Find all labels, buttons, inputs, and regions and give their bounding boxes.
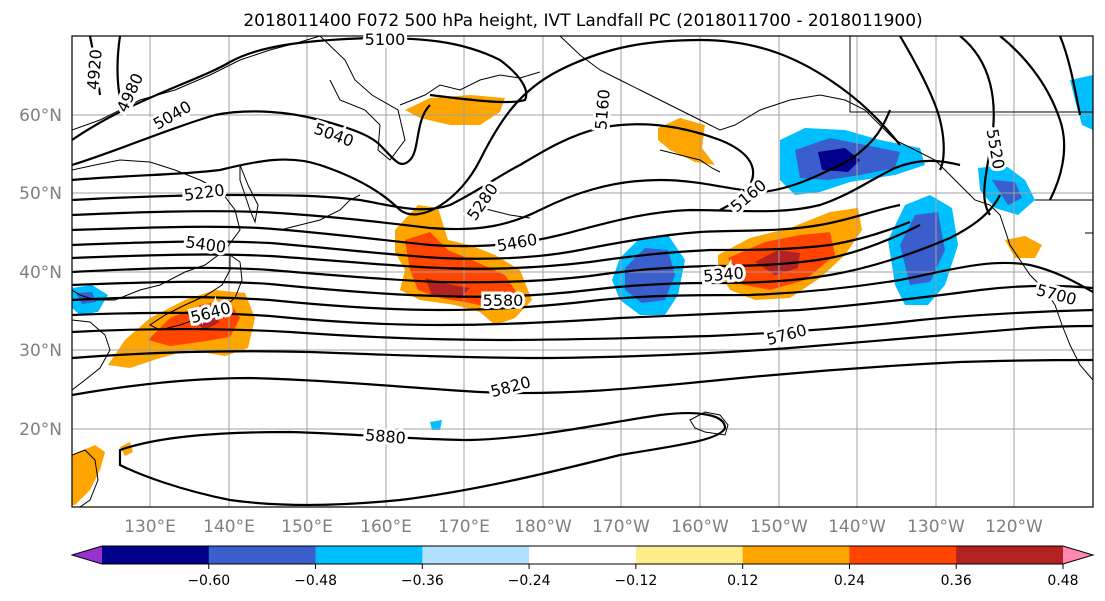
colorbar-segment (208, 546, 317, 564)
colorbar-tick-label: 0.12 (727, 573, 758, 589)
lat-tick: 20°N (19, 420, 62, 440)
colorbar-tick-label: −0.12 (614, 573, 657, 589)
lon-tick: 120°W (985, 517, 1043, 537)
colorbar-tick-label: 0.24 (834, 573, 865, 589)
longitude-ticks: 130°E 140°E 150°E 160°E 170°E 180°W 170°… (124, 517, 1043, 537)
contour-label: 5160 (591, 88, 613, 130)
colorbar-segment (422, 546, 530, 564)
lon-tick: 130°W (907, 517, 965, 537)
colorbar-segment (315, 546, 423, 564)
height-contours (72, 36, 1093, 506)
colorbar-segment (102, 546, 210, 564)
lat-tick: 40°N (19, 263, 62, 283)
colorbar-extend-low (72, 546, 102, 564)
colorbar-tick-label: −0.48 (294, 573, 337, 589)
colorbar-tick-label: 0.48 (1047, 573, 1078, 589)
colorbar-segment (635, 546, 744, 564)
lon-tick: 150°W (750, 517, 808, 537)
lat-tick: 60°N (19, 106, 62, 126)
colorbar-extend-high (1063, 546, 1093, 564)
lon-tick: 170°E (438, 517, 490, 537)
colorbar-outline (70, 545, 1095, 565)
lon-tick: 130°E (124, 517, 176, 537)
colorbar-segment (529, 546, 637, 564)
map-area (72, 36, 1093, 507)
colorbar-tick-label: −0.60 (187, 573, 230, 589)
lon-tick: 150°E (281, 517, 333, 537)
colorbar: −0.60 −0.48 −0.36 −0.24 −0.12 0.12 0.24 0.36 0.4… (70, 545, 1095, 589)
colorbar-segment (742, 546, 850, 564)
lon-tick: 140°E (203, 517, 255, 537)
colorbar-tick-label: 0.36 (941, 573, 972, 589)
map-frame (71, 35, 1094, 508)
contour-label: 5100 (365, 30, 406, 49)
lon-tick: 180°W (514, 517, 572, 537)
contour-label: 5580 (483, 291, 524, 310)
lon-tick: 170°W (592, 517, 650, 537)
contour-label: 5340 (702, 263, 744, 285)
contour-label: 4920 (83, 48, 105, 90)
colorbar-tick-label: −0.36 (401, 573, 444, 589)
lat-tick: 50°N (19, 184, 62, 204)
contour-label: 5880 (364, 425, 406, 447)
coastlines (72, 36, 1093, 507)
lat-tick: 30°N (19, 341, 62, 361)
latitude-ticks: 60°N 50°N 40°N 30°N 20°N (19, 106, 62, 440)
figure-title: 2018011400 F072 500 hPa height, IVT Land… (243, 11, 922, 31)
lon-tick: 140°W (828, 517, 886, 537)
lon-tick: 160°E (360, 517, 412, 537)
lon-tick: 160°W (671, 517, 729, 537)
colorbar-segment (956, 546, 1064, 564)
colorbar-tick-label: −0.24 (508, 573, 551, 589)
colorbar-segment (849, 546, 957, 564)
